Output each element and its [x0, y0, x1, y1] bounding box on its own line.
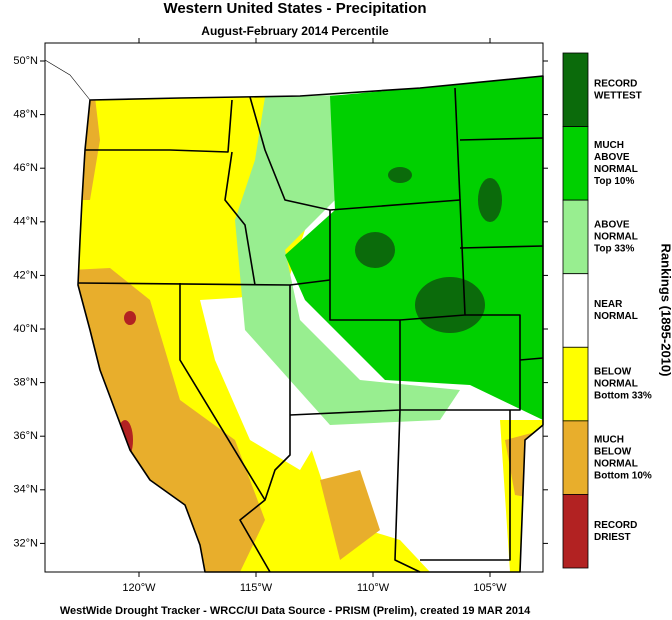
legend-title: Rankings (1895-2010)	[659, 244, 672, 377]
state-border	[85, 99, 233, 153]
state-border	[249, 96, 331, 211]
legend-label: NORMAL	[594, 232, 638, 243]
legend-label: RECORD	[594, 520, 637, 531]
state-border	[239, 285, 291, 573]
region-record-wet	[415, 277, 485, 333]
legend-swatch	[562, 52, 589, 127]
state-border	[394, 409, 421, 573]
legend-label: ABOVE	[594, 152, 630, 163]
legend-swatch	[562, 494, 589, 569]
lon-label: 115°W	[240, 582, 273, 594]
coastline	[77, 75, 544, 573]
state-border	[459, 137, 544, 141]
region-record-dry	[124, 311, 136, 325]
legend-label: BELOW	[594, 446, 632, 457]
legend-label: Top 33%	[594, 244, 634, 255]
state-border	[400, 314, 521, 411]
lat-label: 46°N	[13, 162, 38, 174]
legend-label: NORMAL	[594, 164, 638, 175]
region-record-wet	[355, 232, 395, 268]
lon-label: 110°W	[357, 582, 390, 594]
legend-label: NEAR	[594, 299, 623, 310]
legend-label: DRIEST	[594, 532, 631, 543]
legend-label: NORMAL	[594, 458, 638, 469]
title: Western United States - Precipitation	[163, 0, 426, 17]
legend-swatch	[562, 126, 589, 201]
map-frame	[44, 42, 544, 573]
subtitle: August-February 2014 Percentile	[201, 24, 389, 38]
lat-label: 40°N	[13, 323, 38, 335]
canada-coast	[44, 59, 91, 101]
legend-label: ABOVE	[594, 220, 630, 231]
lat-label: 42°N	[13, 269, 38, 281]
state-border	[519, 357, 544, 361]
map	[44, 42, 544, 573]
region-record-wet	[478, 178, 502, 222]
legend-label: NORMAL	[594, 311, 638, 322]
region-record-wet	[388, 167, 412, 183]
legend-label: Bottom 10%	[594, 470, 652, 481]
lat-label: 48°N	[13, 109, 38, 121]
region-above	[235, 95, 460, 425]
region-near	[200, 295, 330, 470]
lat-label: 44°N	[13, 216, 38, 228]
legend-swatch	[562, 346, 589, 422]
region-near	[380, 410, 480, 500]
state-border	[454, 87, 461, 201]
region-much-below	[78, 268, 265, 572]
lat-label: 50°N	[13, 55, 38, 67]
legend-label: WETTEST	[594, 90, 642, 101]
legend-label: BELOW	[594, 367, 632, 378]
state-border	[224, 151, 256, 286]
lon-label: 105°W	[473, 582, 507, 594]
lat-label: 38°N	[13, 377, 38, 389]
legend-label: MUCH	[594, 434, 624, 445]
lat-label: 36°N	[13, 430, 38, 442]
region-much-below	[320, 470, 380, 560]
legend-label: Top 10%	[594, 176, 634, 187]
legend-swatch	[562, 199, 589, 275]
legend-label: Bottom 33%	[594, 391, 652, 402]
legend-swatch	[562, 273, 589, 348]
lat-label: 32°N	[13, 537, 38, 549]
legend-label: MUCH	[594, 140, 624, 151]
legend-label: RECORD	[594, 78, 637, 89]
legend-swatch	[562, 420, 589, 495]
legend-label: NORMAL	[594, 379, 638, 390]
state-border	[459, 245, 544, 249]
state-border	[420, 410, 511, 561]
lat-label: 34°N	[13, 484, 38, 496]
region-much-above	[285, 76, 543, 420]
state-border	[329, 199, 466, 321]
state-border	[179, 283, 266, 501]
lon-label: 120°W	[122, 582, 156, 594]
footer: WestWide Drought Tracker - WRCC/UI Data …	[60, 605, 531, 617]
